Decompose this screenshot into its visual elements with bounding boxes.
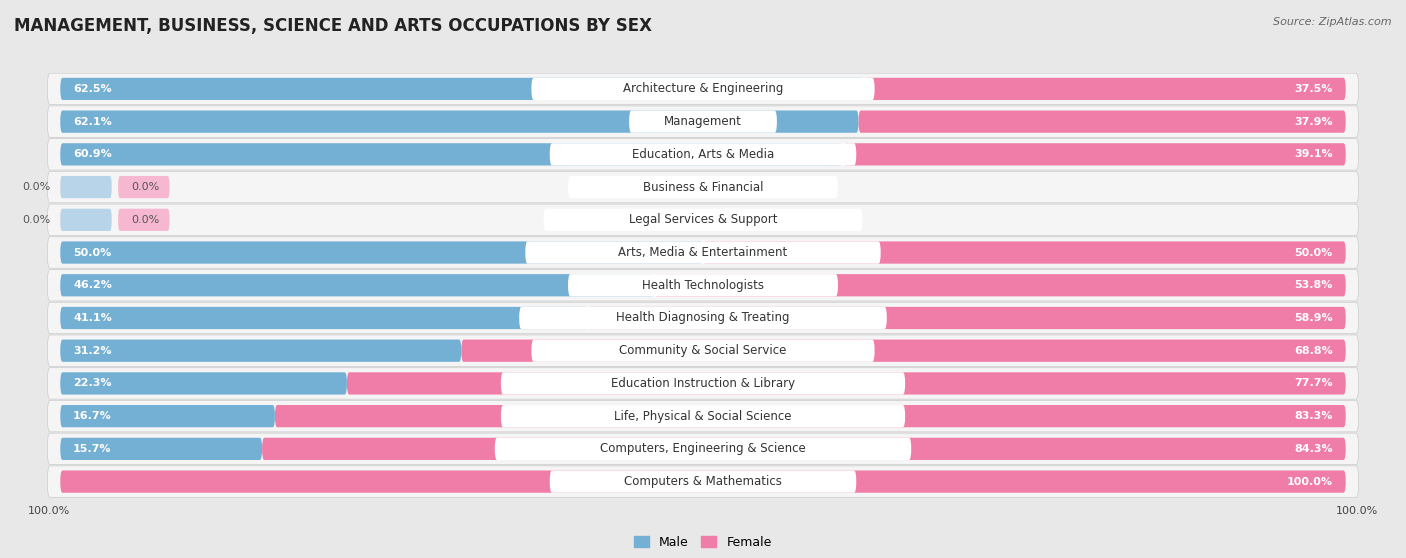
Legend: Male, Female: Male, Female — [630, 531, 776, 554]
Text: Business & Financial: Business & Financial — [643, 181, 763, 194]
Text: Management: Management — [664, 115, 742, 128]
FancyBboxPatch shape — [48, 466, 1358, 497]
FancyBboxPatch shape — [519, 307, 887, 329]
FancyBboxPatch shape — [495, 437, 911, 460]
Text: Life, Physical & Social Science: Life, Physical & Social Science — [614, 410, 792, 422]
Text: Health Diagnosing & Treating: Health Diagnosing & Treating — [616, 311, 790, 324]
Text: 77.7%: 77.7% — [1295, 378, 1333, 388]
Text: Education, Arts & Media: Education, Arts & Media — [631, 148, 775, 161]
Text: Source: ZipAtlas.com: Source: ZipAtlas.com — [1274, 17, 1392, 27]
Text: Arts, Media & Entertainment: Arts, Media & Entertainment — [619, 246, 787, 259]
FancyBboxPatch shape — [60, 372, 347, 395]
Text: 100.0%: 100.0% — [1286, 477, 1333, 487]
Text: Architecture & Engineering: Architecture & Engineering — [623, 83, 783, 95]
Text: Computers, Engineering & Science: Computers, Engineering & Science — [600, 442, 806, 455]
FancyBboxPatch shape — [568, 176, 838, 198]
FancyBboxPatch shape — [531, 78, 875, 100]
Text: 0.0%: 0.0% — [22, 215, 51, 225]
Text: 58.9%: 58.9% — [1295, 313, 1333, 323]
FancyBboxPatch shape — [461, 340, 1346, 362]
FancyBboxPatch shape — [60, 110, 859, 133]
FancyBboxPatch shape — [48, 106, 1358, 137]
FancyBboxPatch shape — [48, 204, 1358, 235]
FancyBboxPatch shape — [60, 242, 703, 263]
FancyBboxPatch shape — [48, 270, 1358, 301]
FancyBboxPatch shape — [844, 143, 1346, 166]
FancyBboxPatch shape — [118, 176, 170, 198]
Text: 39.1%: 39.1% — [1295, 150, 1333, 160]
Text: Education Instruction & Library: Education Instruction & Library — [612, 377, 794, 390]
FancyBboxPatch shape — [550, 470, 856, 493]
FancyBboxPatch shape — [48, 368, 1358, 399]
FancyBboxPatch shape — [654, 274, 1346, 296]
FancyBboxPatch shape — [501, 372, 905, 395]
FancyBboxPatch shape — [60, 143, 844, 166]
FancyBboxPatch shape — [48, 335, 1358, 367]
FancyBboxPatch shape — [859, 110, 1346, 133]
Text: 68.8%: 68.8% — [1294, 346, 1333, 355]
FancyBboxPatch shape — [48, 433, 1358, 465]
Text: 0.0%: 0.0% — [22, 182, 51, 192]
FancyBboxPatch shape — [60, 78, 863, 100]
Text: 41.1%: 41.1% — [73, 313, 112, 323]
Text: Health Technologists: Health Technologists — [643, 279, 763, 292]
FancyBboxPatch shape — [526, 242, 880, 263]
Text: 31.2%: 31.2% — [73, 346, 111, 355]
FancyBboxPatch shape — [60, 340, 461, 362]
Text: Community & Social Service: Community & Social Service — [619, 344, 787, 357]
FancyBboxPatch shape — [703, 242, 1346, 263]
FancyBboxPatch shape — [118, 209, 170, 231]
FancyBboxPatch shape — [60, 437, 262, 460]
FancyBboxPatch shape — [60, 307, 589, 329]
FancyBboxPatch shape — [628, 110, 778, 133]
FancyBboxPatch shape — [48, 171, 1358, 203]
Text: 16.7%: 16.7% — [73, 411, 112, 421]
Text: 50.0%: 50.0% — [73, 248, 111, 258]
FancyBboxPatch shape — [501, 405, 905, 427]
Text: 60.9%: 60.9% — [73, 150, 112, 160]
Text: 62.1%: 62.1% — [73, 117, 112, 127]
Text: 37.5%: 37.5% — [1295, 84, 1333, 94]
Text: 0.0%: 0.0% — [131, 182, 159, 192]
FancyBboxPatch shape — [60, 209, 111, 231]
FancyBboxPatch shape — [531, 340, 875, 362]
Text: 0.0%: 0.0% — [131, 215, 159, 225]
FancyBboxPatch shape — [568, 274, 838, 296]
FancyBboxPatch shape — [60, 274, 654, 296]
Text: 84.3%: 84.3% — [1295, 444, 1333, 454]
FancyBboxPatch shape — [863, 78, 1346, 100]
Text: 62.5%: 62.5% — [73, 84, 111, 94]
FancyBboxPatch shape — [589, 307, 1346, 329]
FancyBboxPatch shape — [550, 143, 856, 166]
Text: 83.3%: 83.3% — [1295, 411, 1333, 421]
Text: Computers & Mathematics: Computers & Mathematics — [624, 475, 782, 488]
FancyBboxPatch shape — [48, 237, 1358, 268]
FancyBboxPatch shape — [60, 176, 111, 198]
Text: 100.0%: 100.0% — [1336, 506, 1378, 516]
Text: 22.3%: 22.3% — [73, 378, 111, 388]
FancyBboxPatch shape — [544, 209, 862, 231]
FancyBboxPatch shape — [60, 470, 1346, 493]
FancyBboxPatch shape — [48, 138, 1358, 170]
FancyBboxPatch shape — [48, 302, 1358, 334]
Text: 100.0%: 100.0% — [28, 506, 70, 516]
FancyBboxPatch shape — [60, 405, 276, 427]
FancyBboxPatch shape — [347, 372, 1346, 395]
Text: 15.7%: 15.7% — [73, 444, 111, 454]
FancyBboxPatch shape — [262, 437, 1346, 460]
Text: 53.8%: 53.8% — [1295, 280, 1333, 290]
FancyBboxPatch shape — [48, 73, 1358, 104]
Text: MANAGEMENT, BUSINESS, SCIENCE AND ARTS OCCUPATIONS BY SEX: MANAGEMENT, BUSINESS, SCIENCE AND ARTS O… — [14, 17, 652, 35]
Text: Legal Services & Support: Legal Services & Support — [628, 213, 778, 227]
FancyBboxPatch shape — [276, 405, 1346, 427]
Text: 46.2%: 46.2% — [73, 280, 112, 290]
Text: 50.0%: 50.0% — [1295, 248, 1333, 258]
Text: 37.9%: 37.9% — [1295, 117, 1333, 127]
FancyBboxPatch shape — [48, 401, 1358, 432]
